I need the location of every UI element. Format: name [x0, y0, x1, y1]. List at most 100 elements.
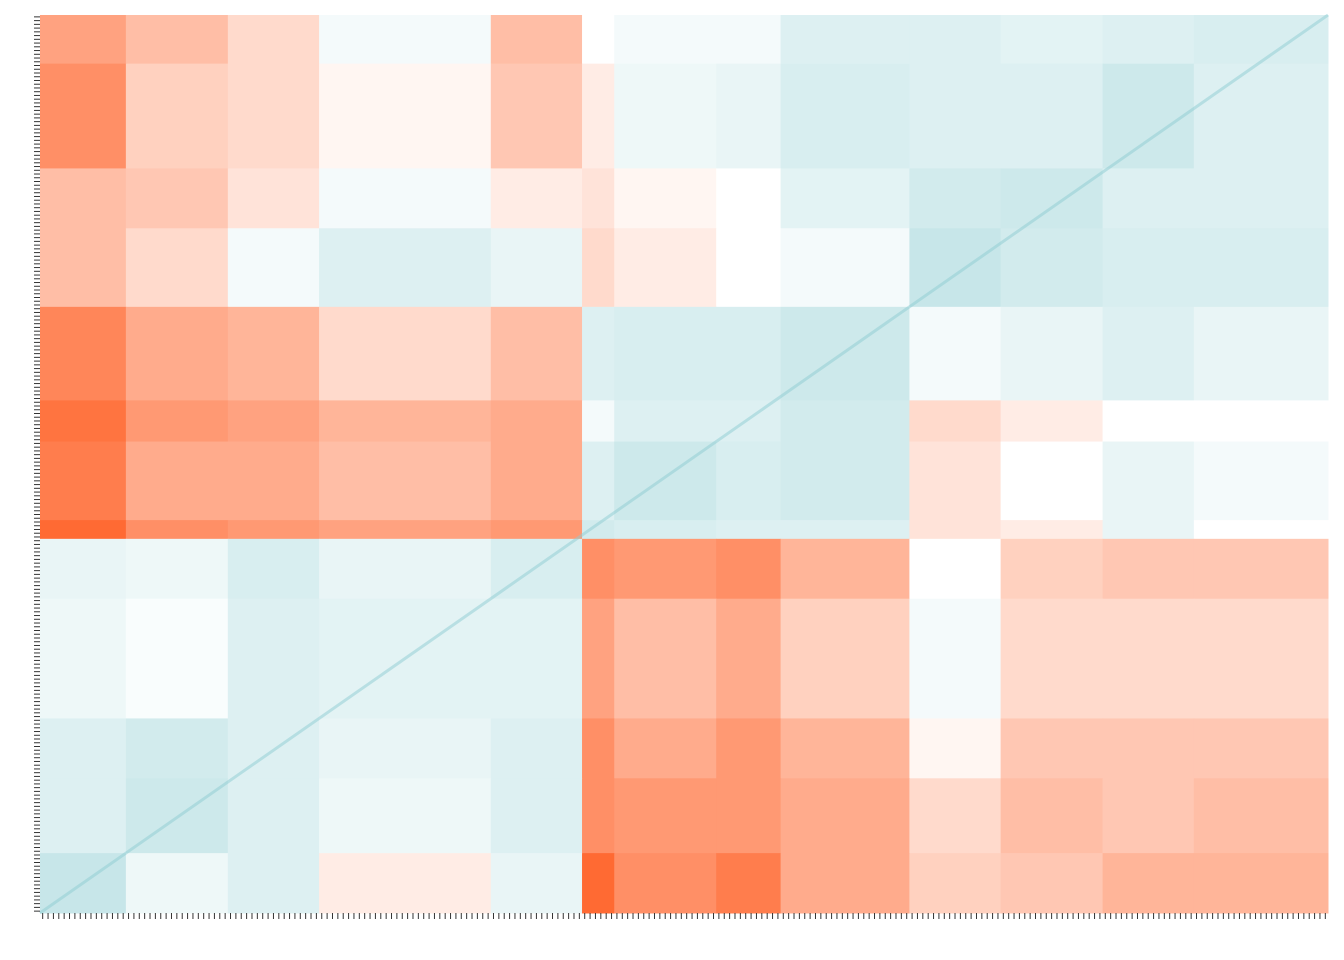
heatmap-cell [1193, 63, 1329, 169]
heatmap-cell [1193, 520, 1329, 540]
heatmap-cell [125, 15, 229, 65]
heatmap-cell [227, 15, 320, 65]
heatmap-cell [1102, 15, 1195, 65]
heatmap-cell [40, 520, 127, 540]
heatmap-cell [716, 15, 782, 65]
heatmap-cell [780, 778, 910, 854]
heatmap-cell [716, 598, 782, 719]
heatmap-cell [319, 538, 492, 600]
heatmap-cell [582, 63, 615, 169]
heatmap-cell [40, 538, 127, 600]
heatmap-cell [780, 15, 910, 65]
heatmap-cell [125, 853, 229, 914]
heatmap-cell [1102, 400, 1195, 443]
heatmap-cell [614, 400, 717, 443]
heatmap-cell [1193, 168, 1329, 229]
heatmap-cell [1102, 598, 1195, 719]
heatmap-cell [490, 15, 583, 65]
heatmap-cell [227, 168, 320, 229]
heatmap-cell [125, 228, 229, 308]
heatmap-cell [909, 441, 1002, 521]
heatmap-cell [1000, 15, 1104, 65]
heatmap-cell [319, 63, 492, 169]
heatmap-cell [582, 306, 615, 401]
heatmap-cell [1000, 400, 1104, 443]
heatmap-cell [1000, 718, 1104, 779]
heatmap-cell [1000, 63, 1104, 169]
heatmap-cell [780, 63, 910, 169]
heatmap-cell [319, 520, 492, 540]
heatmap-cell [490, 718, 583, 779]
heatmap-cell [490, 306, 583, 401]
heatmap-cell [319, 853, 492, 914]
heatmap-cell [227, 63, 320, 169]
heatmap-cell [716, 520, 782, 540]
heatmap-cell [319, 400, 492, 443]
heatmap-cell [780, 538, 910, 600]
heatmap-cell [125, 520, 229, 540]
heatmap-cell [909, 718, 1002, 779]
heatmap-cell [125, 441, 229, 521]
heatmap-cell [40, 441, 127, 521]
heatmap-cell [716, 538, 782, 600]
heatmap-cell [909, 228, 1002, 308]
heatmap-cell [490, 63, 583, 169]
heatmap-cell [780, 718, 910, 779]
heatmap-cell [909, 63, 1002, 169]
heatmap-cell [780, 228, 910, 308]
heatmap-cell [614, 718, 717, 779]
heatmap-cell [716, 63, 782, 169]
heatmap-cell [909, 168, 1002, 229]
heatmap-cell [582, 441, 615, 521]
heatmap-cell [582, 538, 615, 600]
heatmap-cell [582, 520, 615, 540]
heatmap-cell [1193, 15, 1329, 65]
heatmap-cell [582, 168, 615, 229]
heatmap-cell [909, 853, 1002, 914]
heatmap-cell [1102, 520, 1195, 540]
heatmap-cell [319, 778, 492, 854]
diagonal [39, 13, 1329, 915]
heatmap-cell [319, 15, 492, 65]
heatmap-cell [319, 441, 492, 521]
heatmap-cell [909, 306, 1002, 401]
heatmap-cell [40, 168, 127, 229]
heatmap-cell [227, 598, 320, 719]
heatmap-cell [909, 778, 1002, 854]
heatmap-cell [40, 400, 127, 443]
heatmap-cell [319, 718, 492, 779]
heatmap-cell [716, 718, 782, 779]
heatmap-cell [1000, 228, 1104, 308]
heatmap-cell [614, 520, 717, 540]
heatmap-cell [490, 400, 583, 443]
heatmap-cell [40, 15, 127, 65]
heatmap-cell [490, 168, 583, 229]
heatmap-cell [582, 718, 615, 779]
heatmap-cell [614, 228, 717, 308]
heatmap-cell [1193, 853, 1329, 914]
heatmap-cell [614, 63, 717, 169]
heatmap-cell [582, 778, 615, 854]
heatmap-cell [909, 598, 1002, 719]
heatmap-cell [490, 853, 583, 914]
heatmap-cell [582, 598, 615, 719]
heatmap-cell [40, 306, 127, 401]
heatmap-cell [614, 538, 717, 600]
heatmap-cell [125, 168, 229, 229]
heatmap-cell [582, 400, 615, 443]
heatmap-cell [1000, 598, 1104, 719]
heatmap-cell [1193, 400, 1329, 443]
heatmap-cell [1000, 520, 1104, 540]
heatmap-cell [490, 441, 583, 521]
heatmap-cell [1102, 228, 1195, 308]
heatmap-cell [1102, 63, 1195, 169]
heatmap-cell [319, 168, 492, 229]
heatmap-cell [227, 228, 320, 308]
heatmap-cell [909, 400, 1002, 443]
heatmap-cell [614, 306, 717, 401]
heatmap-cell [614, 778, 717, 854]
heatmap-cell [40, 63, 127, 169]
heatmap-cell [1102, 853, 1195, 914]
heatmap-cell [582, 15, 615, 65]
heatmap-cell [1000, 306, 1104, 401]
